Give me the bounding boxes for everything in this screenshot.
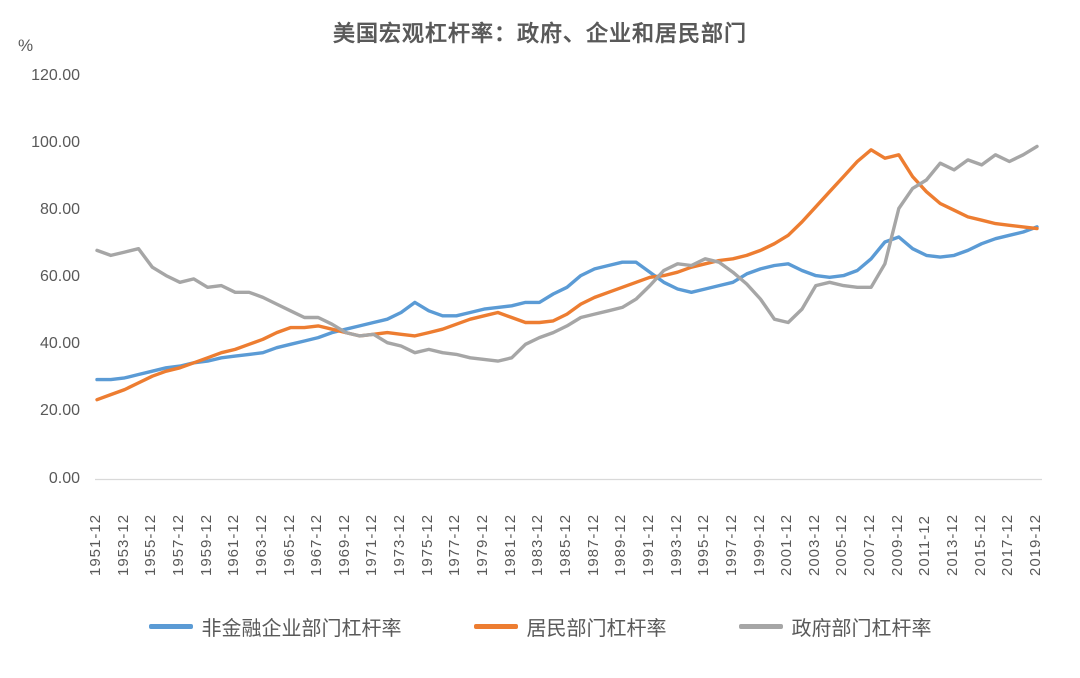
legend-item-household: 居民部门杠杆率: [473, 612, 667, 641]
chart-title: 美国宏观杠杆率：政府、企业和居民部门: [332, 21, 747, 46]
y-axis-tick-label: 20.00: [39, 402, 80, 420]
legend-label-corporate: 非金融企业部门杠杆率: [201, 618, 402, 640]
y-axis-unit-label: %: [18, 36, 34, 55]
series-line-government: [95, 144, 1039, 363]
y-axis-tick-label: 40.00: [39, 335, 80, 353]
legend-item-government: 政府部门杠杆率: [738, 612, 932, 641]
series-line-corporate: [95, 225, 1039, 382]
legend-line-swatch-corporate: [148, 624, 193, 629]
y-axis-tick-label: 120.00: [31, 67, 80, 84]
y-axis-tick-label: 100.00: [31, 134, 80, 152]
legend-label-household: 居民部门杠杆率: [526, 618, 667, 640]
chart-legend: 非金融企业部门杠杆率 居民部门杠杆率 政府部门杠杆率: [0, 612, 1080, 641]
legend-label-government: 政府部门杠杆率: [791, 618, 932, 640]
y-axis-tick-label: 80.00: [39, 201, 80, 219]
series-line-household: [95, 148, 1039, 402]
legend-line-swatch-household: [473, 624, 518, 629]
y-axis-tick-label: 60.00: [39, 268, 80, 286]
legend-line-swatch-government: [738, 624, 783, 629]
legend-item-corporate: 非金融企业部门杠杆率: [148, 612, 402, 641]
y-axis-tick-label: 0.00: [48, 469, 80, 487]
